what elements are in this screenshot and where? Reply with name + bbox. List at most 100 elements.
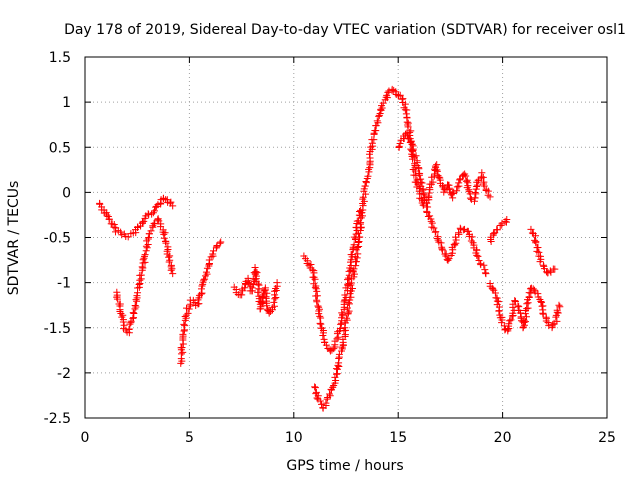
data-point: [316, 312, 324, 320]
data-point: [511, 297, 519, 305]
series-trace-10: [527, 225, 559, 277]
data-point: [511, 297, 519, 305]
data-point: [263, 302, 271, 310]
data-point: [141, 251, 149, 259]
series-trace-4: [230, 264, 281, 317]
data-point: [463, 177, 471, 185]
data-point: [479, 173, 487, 181]
data-point: [244, 278, 252, 286]
data-point: [347, 293, 355, 301]
data-point: [456, 224, 464, 232]
data-point: [133, 292, 141, 300]
y-tick-label: 1.5: [49, 50, 71, 66]
data-point: [522, 313, 530, 321]
data-point: [303, 260, 311, 268]
data-point: [270, 302, 278, 310]
data-point: [241, 284, 249, 292]
data-point: [428, 219, 436, 227]
data-point: [325, 390, 333, 398]
series-trace-2: [113, 215, 177, 337]
data-point: [335, 354, 343, 362]
data-point: [527, 225, 535, 233]
data-point: [167, 266, 175, 274]
data-point: [455, 179, 463, 187]
data-point: [410, 153, 418, 161]
y-tick-label: -2.5: [44, 411, 71, 427]
data-point: [134, 284, 142, 292]
data-point: [341, 291, 349, 299]
data-point: [453, 183, 461, 191]
data-point: [549, 320, 557, 328]
data-point: [205, 256, 213, 264]
data-point: [247, 282, 255, 290]
data-point: [439, 246, 447, 254]
data-point: [256, 305, 264, 313]
data-point: [143, 244, 151, 252]
data-point: [201, 275, 209, 283]
series-trace-1: [96, 194, 177, 241]
data-point: [366, 154, 374, 162]
data-point: [432, 228, 440, 236]
data-point: [253, 269, 261, 277]
data-point: [375, 111, 383, 119]
data-point: [357, 219, 365, 227]
data-point: [356, 233, 364, 241]
data-point: [103, 211, 111, 219]
data-point: [197, 285, 205, 293]
data-point: [181, 312, 189, 320]
data-point: [168, 265, 176, 273]
x-tick-label: 15: [389, 430, 407, 446]
data-point: [313, 292, 321, 300]
data-point: [456, 176, 464, 184]
data-point: [376, 110, 384, 118]
data-point: [477, 261, 485, 269]
data-point: [202, 268, 210, 276]
data-point: [425, 192, 433, 200]
data-point: [396, 139, 404, 147]
series-trace-8: [486, 280, 564, 335]
data-point: [395, 142, 403, 150]
data-point: [318, 400, 326, 408]
data-point: [135, 281, 143, 289]
data-point: [437, 239, 445, 247]
data-point: [471, 188, 479, 196]
data-point: [354, 239, 362, 247]
data-point: [145, 234, 153, 242]
data-point: [312, 388, 320, 396]
x-tick-label: 10: [285, 430, 303, 446]
data-point: [522, 318, 530, 326]
data-point: [495, 298, 503, 306]
y-tick-label: -1.5: [44, 321, 71, 337]
data-point: [548, 324, 556, 332]
data-point: [450, 240, 458, 248]
data-point: [137, 271, 145, 279]
data-point: [251, 264, 259, 272]
data-point: [326, 392, 334, 400]
data-point: [507, 316, 515, 324]
data-point: [509, 309, 517, 317]
data-point: [161, 229, 169, 237]
data-point: [307, 260, 315, 268]
data-point: [433, 167, 441, 175]
chart-title: Day 178 of 2019, Sidereal Day-to-day VTE…: [64, 22, 626, 38]
data-point: [415, 171, 423, 179]
data-point: [377, 105, 385, 113]
data-point: [139, 256, 147, 264]
data-point: [531, 286, 539, 294]
data-point: [493, 226, 501, 234]
data-point: [468, 233, 476, 241]
data-point: [270, 298, 278, 306]
data-point: [165, 253, 173, 261]
data-point: [311, 275, 319, 283]
data-point: [455, 229, 463, 237]
data-point: [475, 257, 483, 265]
data-point: [402, 110, 410, 118]
data-point: [127, 317, 135, 325]
data-point: [443, 255, 451, 263]
data-point: [160, 234, 168, 242]
data-point: [532, 239, 540, 247]
data-point: [407, 127, 415, 135]
x-tick-label: 20: [494, 430, 512, 446]
data-point: [319, 332, 327, 340]
data-point: [412, 152, 420, 160]
